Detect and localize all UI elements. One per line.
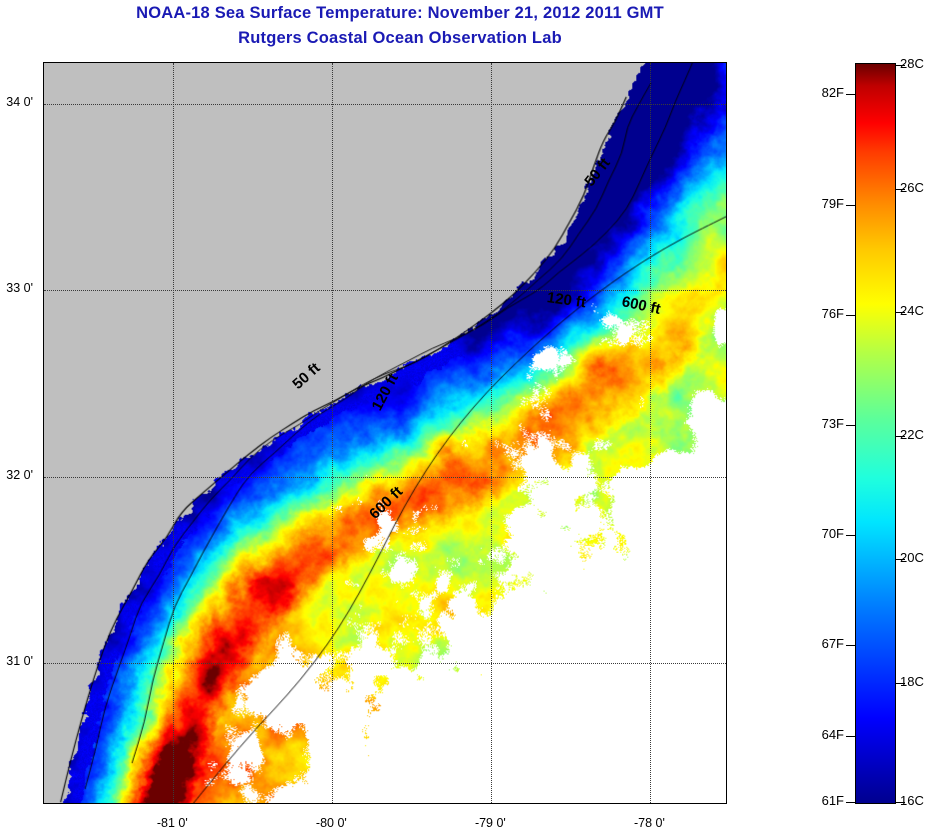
y-axis-tick: [43, 601, 44, 602]
colorbar-tick-c: [896, 65, 905, 67]
y-axis-tick: [43, 725, 44, 726]
colorbar-label-celsius: 16C: [900, 792, 924, 808]
y-axis-tick: [43, 166, 44, 167]
y-axis-tick: [43, 290, 44, 291]
gridline-vertical: [173, 63, 175, 803]
y-axis-label: 33 0': [6, 281, 33, 296]
title-block: NOAA-18 Sea Surface Temperature: Novembe…: [0, 0, 800, 49]
x-axis-tick: [173, 803, 174, 804]
x-axis-tick: [703, 803, 704, 804]
colorbar-tick-f: [846, 314, 855, 316]
colorbar-label-fahrenheit: 70F: [821, 525, 844, 541]
page-title: NOAA-18 Sea Surface Temperature: Novembe…: [136, 4, 664, 22]
x-axis-tick: [226, 803, 227, 804]
y-axis-tick: [43, 663, 44, 664]
x-axis-tick: [67, 803, 68, 804]
gridline-vertical: [332, 63, 334, 803]
y-axis-tick: [43, 228, 44, 229]
x-axis-label: -80 0': [315, 816, 347, 830]
x-axis-tick: [491, 803, 492, 804]
x-axis-label: -78 0': [633, 816, 665, 830]
x-axis-tick: [279, 803, 280, 804]
y-axis-tick: [43, 353, 44, 354]
x-axis-tick: [597, 803, 598, 804]
colorbar-label-celsius: 28C: [900, 56, 924, 72]
colorbar-tick-f: [846, 801, 855, 803]
colorbar-tick-c: [896, 559, 905, 561]
colorbar-label-celsius: 26C: [900, 179, 924, 195]
y-axis-tick: [43, 788, 44, 789]
colorbar-label-celsius: 22C: [900, 426, 924, 442]
y-axis-tick: [43, 415, 44, 416]
colorbar-tick-f: [846, 204, 855, 206]
colorbar-label-fahrenheit: 79F: [821, 195, 844, 211]
colorbar-tick-c: [896, 312, 905, 314]
colorbar-tick-f: [846, 736, 855, 738]
colorbar-label-fahrenheit: 61F: [821, 792, 844, 808]
colorbar-label-celsius: 18C: [900, 673, 924, 689]
y-axis-tick: [43, 477, 44, 478]
gridline-horizontal: [44, 104, 726, 106]
colorbar-tick-c: [896, 801, 905, 803]
colorbar-tick-f: [846, 94, 855, 96]
y-axis-label: 32 0': [6, 467, 33, 482]
y-axis-tick: [43, 104, 44, 105]
colorbar-gradient: [855, 63, 896, 804]
sst-heatmap-canvas: [44, 63, 726, 803]
gridline-horizontal: [44, 290, 726, 292]
colorbar-label-fahrenheit: 64F: [821, 727, 844, 743]
colorbar-label-celsius: 20C: [900, 550, 924, 566]
colorbar-label-fahrenheit: 73F: [821, 415, 844, 431]
x-axis-label: -81 0': [156, 816, 188, 830]
x-axis-tick: [120, 803, 121, 804]
x-axis-tick: [544, 803, 545, 804]
colorbar-tick-f: [846, 424, 855, 426]
x-axis-tick: [650, 803, 651, 804]
gridline-horizontal: [44, 476, 726, 478]
colorbar-label-fahrenheit: 82F: [821, 85, 844, 101]
colorbar: 82F 79F 76F 73F 70F 67F 64F 61F 28C 26C 24C 22C 20C 1…: [822, 56, 924, 808]
colorbar-label-fahrenheit: 67F: [821, 635, 844, 651]
gridline-vertical: [491, 63, 493, 803]
colorbar-tick-f: [846, 534, 855, 536]
colorbar-tick-c: [896, 682, 905, 684]
sst-map-plot[interactable]: 50 ft 120 ft 600 ft 50 ft 120 ft 600 ft: [43, 62, 727, 804]
page-subtitle: Rutgers Coastal Ocean Observation Lab: [238, 29, 562, 47]
x-axis-tick: [438, 803, 439, 804]
y-axis-tick: [43, 539, 44, 540]
x-axis-tick: [385, 803, 386, 804]
colorbar-label-celsius: 24C: [900, 303, 924, 319]
colorbar-tick-c: [896, 188, 905, 190]
gridline-horizontal: [44, 663, 726, 665]
colorbar-tick-c: [896, 435, 905, 437]
colorbar-tick-f: [846, 644, 855, 646]
y-axis-label: 31 0': [6, 654, 33, 669]
gridline-vertical: [650, 63, 652, 803]
y-axis-label: 34 0': [6, 95, 33, 110]
x-axis-tick: [332, 803, 333, 804]
x-axis-label: -79 0': [474, 816, 506, 830]
colorbar-label-fahrenheit: 76F: [821, 305, 844, 321]
